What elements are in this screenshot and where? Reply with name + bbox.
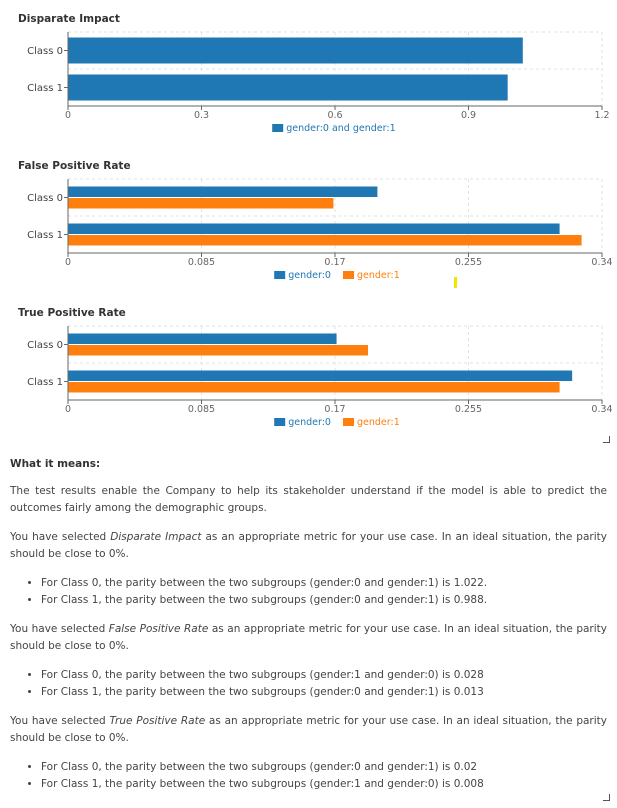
chart-true-positive-rate: Class 0 Class 1 0 0.085 0.17 0.255 0.34 gender:… <box>27 325 613 428</box>
x-tick-label: 0.085 <box>188 404 215 415</box>
category-label: Class 1 <box>27 377 63 388</box>
x-tick-label: 0 <box>65 404 71 415</box>
x-tick-label: 0.6 <box>327 110 342 121</box>
legend-swatch <box>274 271 286 279</box>
explanation-heading: What it means: <box>10 458 101 470</box>
x-tick-label: 0.255 <box>455 404 482 415</box>
bullet-list-disparate-impact: For Class 0, the parity between the two … <box>10 575 607 609</box>
metric-name: False Positive Rate <box>108 623 209 635</box>
bar <box>68 333 337 344</box>
list-item: For Class 0, the parity between the two … <box>41 667 607 684</box>
legend-label[interactable]: gender:1 <box>357 270 400 281</box>
metric-paragraph-false-positive-rate: You have selected False Positive Rate as… <box>10 621 607 655</box>
bar <box>68 186 378 197</box>
category-label: Class 0 <box>27 46 63 57</box>
legend-label[interactable]: gender:0 <box>288 417 331 428</box>
legend-label[interactable]: gender:0 <box>288 270 331 281</box>
paragraph-prefix: You have selected <box>10 715 110 727</box>
legend-label[interactable]: gender:1 <box>357 417 400 428</box>
highlight-marker <box>454 277 457 288</box>
x-tick-label: 0 <box>65 110 71 121</box>
category-label: Class 1 <box>27 230 63 241</box>
x-tick-label: 0.3 <box>194 110 209 121</box>
bar <box>68 370 573 381</box>
resize-handle-icon[interactable] <box>603 436 610 443</box>
paragraph-suffix: as an appropriate metric for your use ca… <box>10 531 607 560</box>
x-tick-label: 0.9 <box>461 110 476 121</box>
chart-false-positive-rate: Class 0 Class 1 0 0.085 0.17 0.255 0.34 gender:… <box>27 178 613 281</box>
x-tick-label: 0.17 <box>324 404 345 415</box>
x-tick-label: 0.255 <box>455 257 482 268</box>
category-label: Class 1 <box>27 83 63 94</box>
legend-swatch <box>343 271 354 279</box>
bar <box>68 37 523 64</box>
explanation-intro: The test results enable the Company to h… <box>10 485 607 514</box>
list-item: For Class 0, the parity between the two … <box>41 575 607 592</box>
legend-swatch <box>343 418 354 426</box>
bullet-list-false-positive-rate: For Class 0, the parity between the two … <box>10 667 607 701</box>
x-tick-label: 0.17 <box>324 257 345 268</box>
chart-title-true-positive-rate: True Positive Rate <box>18 307 126 319</box>
bullet-list-true-positive-rate: For Class 0, the parity between the two … <box>10 759 607 793</box>
bar <box>68 235 582 246</box>
x-tick-label: 0.34 <box>591 404 612 415</box>
metric-name: True Positive Rate <box>109 715 206 727</box>
list-item: For Class 1, the parity between the two … <box>41 776 607 793</box>
list-item: For Class 1, the parity between the two … <box>41 592 607 609</box>
chart-disparate-impact: Class 0 Class 1 0 0.3 0.6 0.9 1.2 gender:0 and … <box>27 31 610 134</box>
paragraph-prefix: You have selected <box>10 531 111 543</box>
category-label: Class 0 <box>27 193 63 204</box>
paragraph-prefix: You have selected <box>10 623 109 635</box>
paragraph-suffix: as an appropriate metric for your use ca… <box>10 715 607 744</box>
bar <box>68 74 508 101</box>
x-tick-label: 0.085 <box>188 257 215 268</box>
legend-swatch <box>274 418 286 426</box>
x-tick-label: 1.2 <box>594 110 609 121</box>
bar <box>68 345 368 356</box>
chart-title-disparate-impact: Disparate Impact <box>18 13 120 25</box>
bar <box>68 198 334 209</box>
metric-name: Disparate Impact <box>110 531 202 543</box>
legend-swatch <box>272 124 284 132</box>
resize-handle-icon[interactable] <box>603 794 610 801</box>
x-tick-label: 0 <box>65 257 71 268</box>
list-item: For Class 0, the parity between the two … <box>41 759 607 776</box>
bar <box>68 382 560 393</box>
paragraph-suffix: as an appropriate metric for your use ca… <box>10 623 607 652</box>
metric-paragraph-disparate-impact: You have selected Disparate Impact as an… <box>10 529 607 563</box>
metric-paragraph-true-positive-rate: You have selected True Positive Rate as … <box>10 713 607 747</box>
legend-label[interactable]: gender:0 and gender:1 <box>286 123 395 134</box>
category-label: Class 0 <box>27 340 63 351</box>
list-item: For Class 1, the parity between the two … <box>41 684 607 701</box>
explanation-section: What it means: The test results enable t… <box>10 456 607 805</box>
chart-title-false-positive-rate: False Positive Rate <box>18 160 131 172</box>
x-tick-label: 0.34 <box>591 257 612 268</box>
bar <box>68 223 560 234</box>
